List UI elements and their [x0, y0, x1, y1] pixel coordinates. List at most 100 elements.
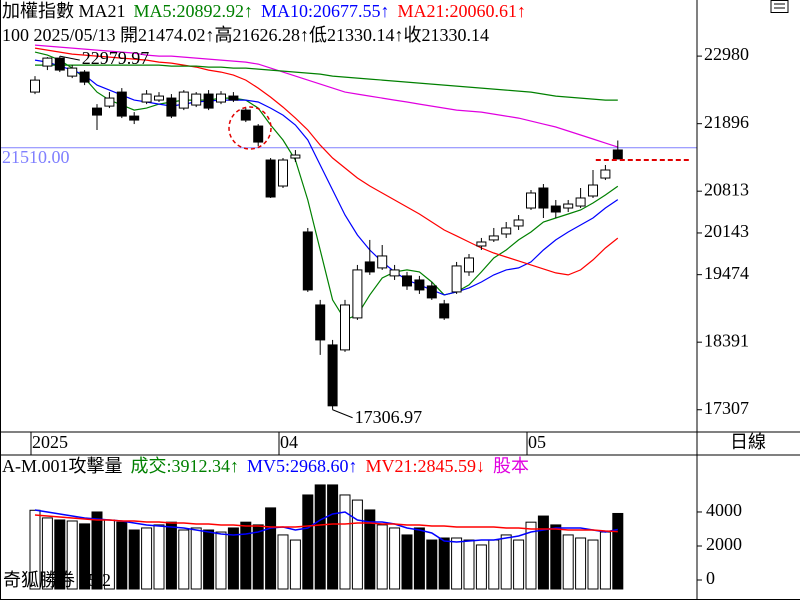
candle-body [451, 265, 462, 293]
candle-body [216, 93, 226, 103]
candle-body [67, 67, 78, 77]
volume-bar [327, 484, 339, 590]
volume-bar [302, 494, 314, 590]
candle-body [104, 97, 115, 107]
y-tick-label: 4000 [706, 500, 742, 520]
volume-bar [79, 523, 91, 590]
volume-bar [190, 527, 202, 590]
candle-body [54, 57, 65, 71]
title-item: A-M.001攻擊量 [2, 456, 123, 476]
volume-bar [252, 524, 264, 590]
candle-body [278, 159, 288, 187]
volume-bar [314, 484, 326, 590]
candle-body [426, 285, 437, 299]
candle-body [265, 159, 276, 198]
volume-bar [612, 512, 624, 590]
volume-bar [153, 524, 165, 590]
menu-icon-box[interactable] [770, 0, 789, 13]
candle-body [563, 203, 574, 209]
volume-bar [438, 537, 450, 590]
volume-bar [550, 524, 562, 590]
x-tick-label: 04 [280, 432, 298, 452]
candle-body [30, 79, 40, 93]
y-tick-label: 0 [706, 568, 715, 588]
highlight-circle [228, 106, 272, 150]
volume-bar [513, 539, 525, 590]
candle-body [352, 269, 363, 319]
title-item: 股本 [493, 456, 529, 476]
candle-body [92, 107, 102, 116]
moving-average-line [34, 59, 619, 296]
volume-bar [165, 521, 177, 590]
volume-bar [587, 539, 599, 590]
main-title: 加權指數 MA21 MA5:20892.92↑ MA10:20677.55↑ MA21… [2, 1, 526, 21]
annotation-leader [59, 55, 80, 61]
candle-body [402, 275, 412, 287]
volume-bar [128, 529, 140, 590]
candle-body [141, 93, 152, 103]
volume-bar [289, 539, 301, 590]
volume-bar [401, 534, 413, 590]
volume-bar [364, 509, 376, 590]
volume-bar [351, 499, 363, 590]
volume-bar [141, 527, 153, 590]
candle-body [191, 93, 202, 106]
y-tick-label: 17307 [704, 398, 749, 418]
y-tick-label: 20813 [704, 179, 749, 199]
volume-bar [376, 524, 388, 590]
candle-body [439, 303, 450, 319]
candle-body [327, 344, 338, 407]
volume-bar [116, 521, 128, 590]
volume-bar [413, 527, 425, 590]
candle-body [513, 219, 524, 227]
candle-body [42, 57, 53, 67]
volume-bar [339, 494, 351, 590]
reference-label: 21510.00 [2, 147, 70, 167]
moving-average-line [34, 44, 618, 148]
y-tick-label: 19474 [704, 263, 749, 283]
annotation-leader [332, 409, 353, 419]
y-tick-label: 20143 [704, 221, 749, 241]
volume-bar [525, 521, 537, 590]
volume-bar [475, 544, 487, 590]
candle-body [414, 279, 425, 291]
candle-body [476, 241, 487, 247]
volume-bar [215, 531, 227, 590]
moving-average-line [34, 51, 619, 321]
y-tick-label: 2000 [706, 534, 742, 554]
volume-bar [562, 534, 574, 590]
period-label[interactable]: 日線 [730, 432, 766, 452]
volume-bar [537, 515, 549, 590]
candle-body [79, 71, 90, 83]
candle-body [340, 304, 350, 351]
candle-body [129, 115, 140, 121]
volume-bar [451, 537, 463, 590]
volume-bar [575, 537, 587, 590]
volume-bar [389, 527, 401, 590]
candle-body [464, 257, 474, 273]
volume-bar [500, 534, 512, 590]
high-annotation: 22979.97 [82, 48, 150, 68]
candle-body [228, 95, 239, 101]
x-tick-label: 05 [528, 432, 546, 452]
volume-bar [265, 507, 277, 590]
menu-icon[interactable] [770, 0, 789, 13]
candle-body [588, 184, 598, 197]
candle-body [364, 261, 375, 273]
plot-layer: 17307 18391 19474 20143 20813 21896 22980 2025 0… [0, 44, 749, 590]
candle-body [526, 192, 536, 209]
volume-bar [66, 520, 78, 590]
candle-body [290, 154, 301, 159]
volume-bar [599, 531, 611, 590]
y-tick-label: 21896 [704, 112, 749, 132]
volume-bar [277, 534, 289, 590]
title-item: MA10:20677.55↑ [261, 1, 390, 21]
title-item: MV21:2845.59↓ [366, 456, 486, 476]
moving-average-line [35, 64, 618, 101]
low-annotation: 17306.97 [355, 407, 423, 427]
candle-body [488, 235, 499, 241]
candle-body [501, 227, 512, 235]
moving-average-line [34, 509, 618, 543]
